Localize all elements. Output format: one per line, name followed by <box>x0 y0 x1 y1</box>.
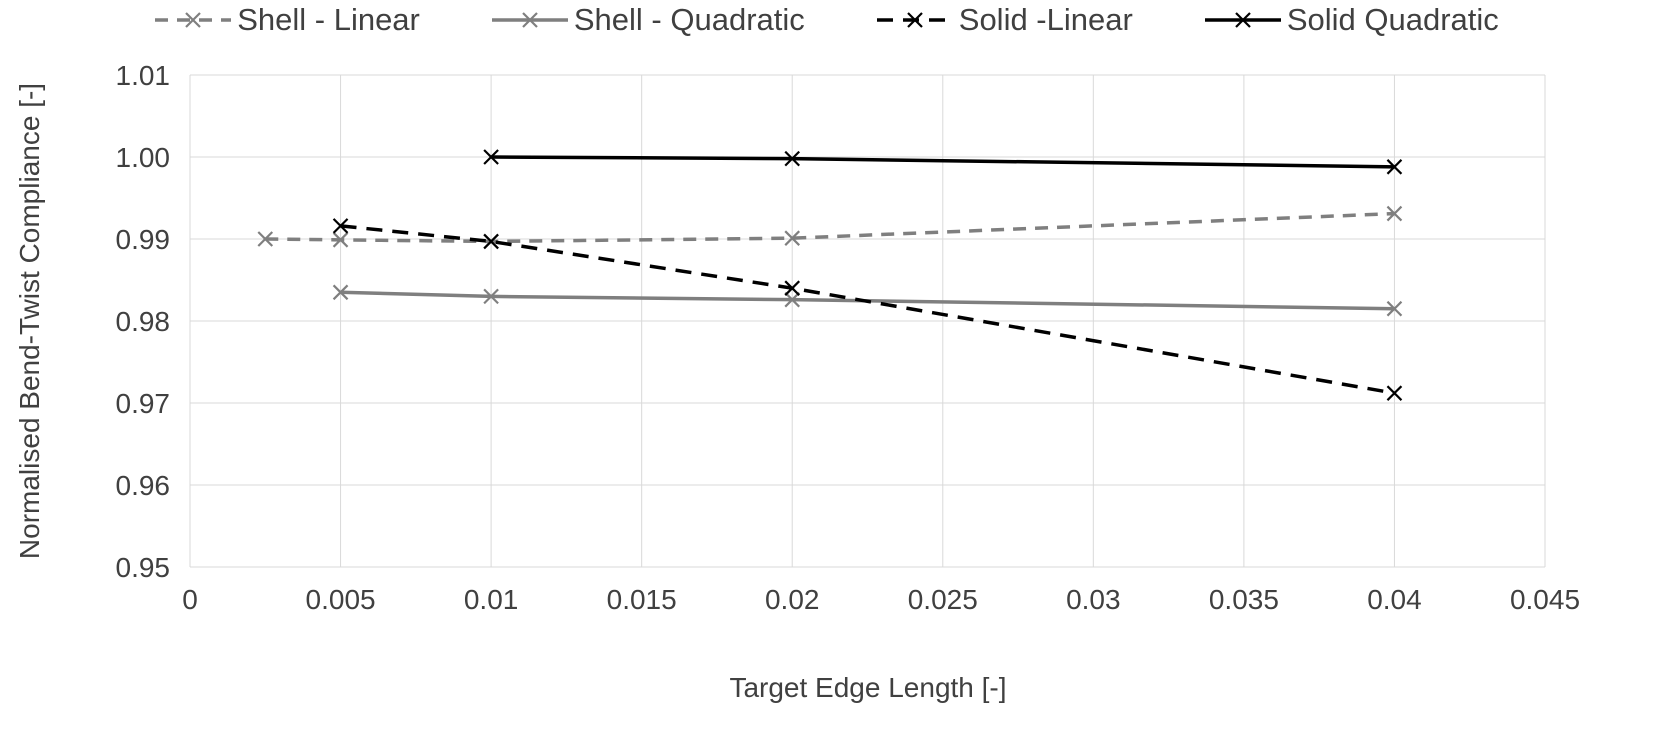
marker-x <box>784 291 801 308</box>
y-tick-label: 1.01 <box>116 60 171 91</box>
x-tick-label: 0.015 <box>607 584 677 615</box>
x-tick-label: 0.02 <box>765 584 820 615</box>
legend-item-solid-linear: Solid -Linear <box>876 2 1133 38</box>
legend-item-shell-quadratic: Shell - Quadratic <box>491 2 805 38</box>
chart-legend: Shell - Linear Shell - Quadratic Solid -Li… <box>0 2 1654 38</box>
legend-label: Shell - Quadratic <box>573 2 805 37</box>
x-tick-label: 0.04 <box>1367 584 1422 615</box>
series-line <box>340 290 1395 311</box>
marker-x <box>483 288 499 305</box>
series-shell-quadratic <box>332 284 1403 317</box>
legend-label: Shell - Linear <box>237 2 420 37</box>
x-tick-label: 0.03 <box>1066 584 1121 615</box>
x-tick-label: 0.045 <box>1510 584 1580 615</box>
marker-x <box>257 231 274 247</box>
marker-x <box>332 284 349 301</box>
legend-label: Solid -Linear <box>958 2 1133 37</box>
series-line <box>265 211 1395 244</box>
y-tick-label: 0.98 <box>116 306 171 337</box>
marker-x <box>483 233 499 250</box>
legend-marker-x <box>185 12 201 28</box>
x-tick-label: 0.005 <box>306 584 376 615</box>
series-shell-linear <box>257 205 1403 250</box>
legend-marker-x <box>906 12 923 28</box>
y-tick-label: 0.99 <box>116 224 171 255</box>
gridlines <box>189 74 1546 568</box>
legend-line-sample <box>1204 12 1281 28</box>
marker-x <box>1386 205 1403 222</box>
legend-marker-x <box>522 12 538 28</box>
y-axis-title: Normalised Bend-Twist Compliance [-] <box>14 82 45 560</box>
legend-marker-x <box>1235 12 1251 28</box>
legend-item-solid-quadratic: Solid Quadratic <box>1204 2 1499 38</box>
y-tick-label: 1.00 <box>116 142 171 173</box>
legend-line-sample <box>155 12 232 28</box>
series-line <box>340 224 1395 395</box>
marker-x <box>1386 300 1403 317</box>
y-tick-label: 0.96 <box>116 470 171 501</box>
marker-x <box>784 280 801 296</box>
x-tick-label: 0 <box>182 584 198 615</box>
marker-x <box>332 232 349 248</box>
series-solid-quadratic <box>483 149 1403 175</box>
y-axis-tick-labels: 0.95 0.96 0.97 0.98 0.99 1.00 1.01 <box>116 60 171 583</box>
legend-line-sample <box>876 12 953 28</box>
series-solid-linear <box>332 218 1403 401</box>
x-tick-label: 0.01 <box>464 584 519 615</box>
legend-item-shell-linear: Shell - Linear <box>155 2 420 38</box>
marker-x <box>483 149 499 165</box>
x-axis-tick-labels: 0 0.005 0.01 0.015 0.02 0.025 0.03 0.035 0.04 0.0… <box>182 584 1580 615</box>
y-tick-label: 0.95 <box>116 552 171 583</box>
marker-x <box>332 218 349 234</box>
y-tick-label: 0.97 <box>116 388 171 419</box>
marker-x <box>1386 159 1403 175</box>
legend-label: Solid Quadratic <box>1286 2 1499 37</box>
legend-line-sample <box>491 12 568 28</box>
x-tick-label: 0.025 <box>908 584 978 615</box>
marker-x <box>1386 385 1403 401</box>
x-tick-label: 0.035 <box>1209 584 1279 615</box>
x-axis-title: Target Edge Length [-] <box>729 672 1007 703</box>
marker-x <box>784 150 801 167</box>
marker-x <box>784 230 801 246</box>
